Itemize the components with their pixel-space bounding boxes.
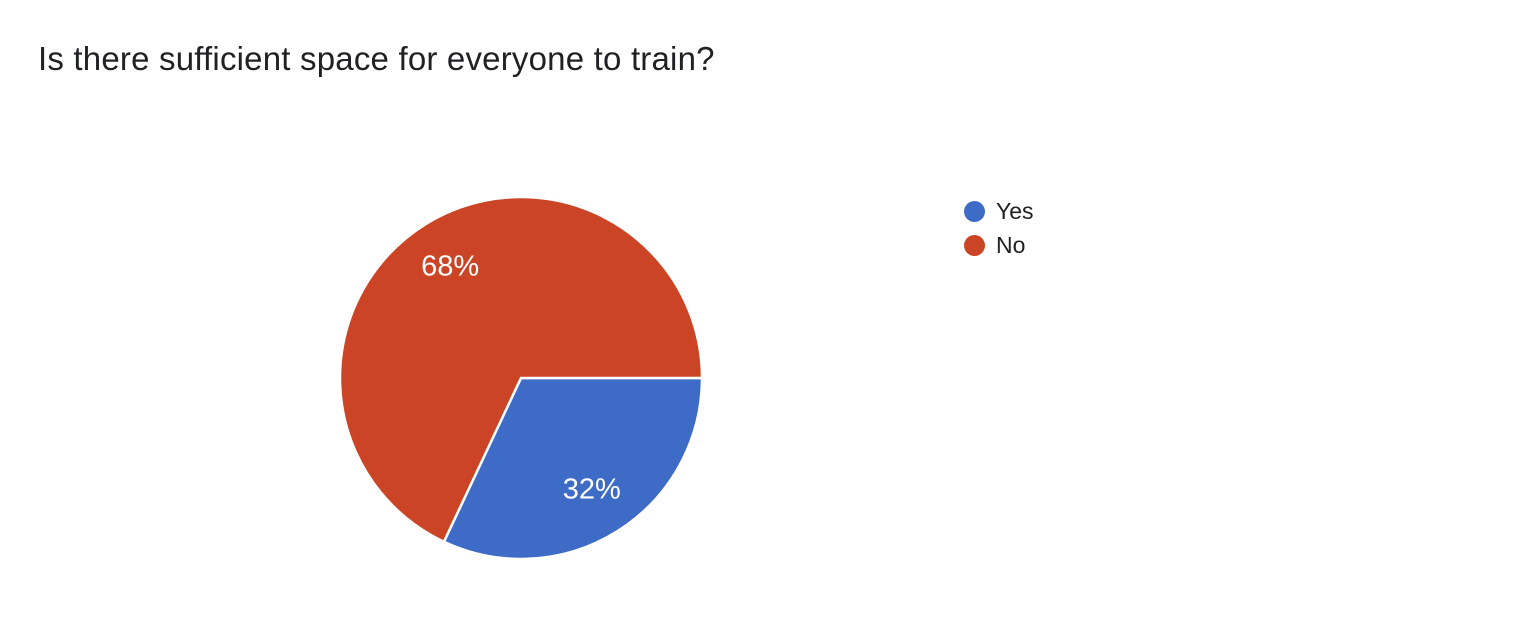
- pie-slice-yes[interactable]: [442, 376, 704, 561]
- legend-color-dot: [964, 234, 985, 256]
- legend-label: No: [996, 231, 1026, 258]
- pie-slice-percentage-label: 68%: [421, 250, 479, 282]
- pie-slice-percentage-label: 32%: [563, 474, 621, 506]
- chart-legend: Yes No: [964, 194, 1034, 262]
- pie-slice-no[interactable]: [338, 195, 704, 544]
- pie-chart: 32% 68%: [338, 195, 704, 561]
- legend-label: Yes: [996, 197, 1034, 224]
- legend-color-dot: [964, 200, 985, 222]
- legend-item-yes: Yes: [964, 194, 1034, 228]
- question-title: Is there sufficient space for everyone t…: [38, 40, 715, 77]
- legend-item-no: No: [964, 228, 1034, 262]
